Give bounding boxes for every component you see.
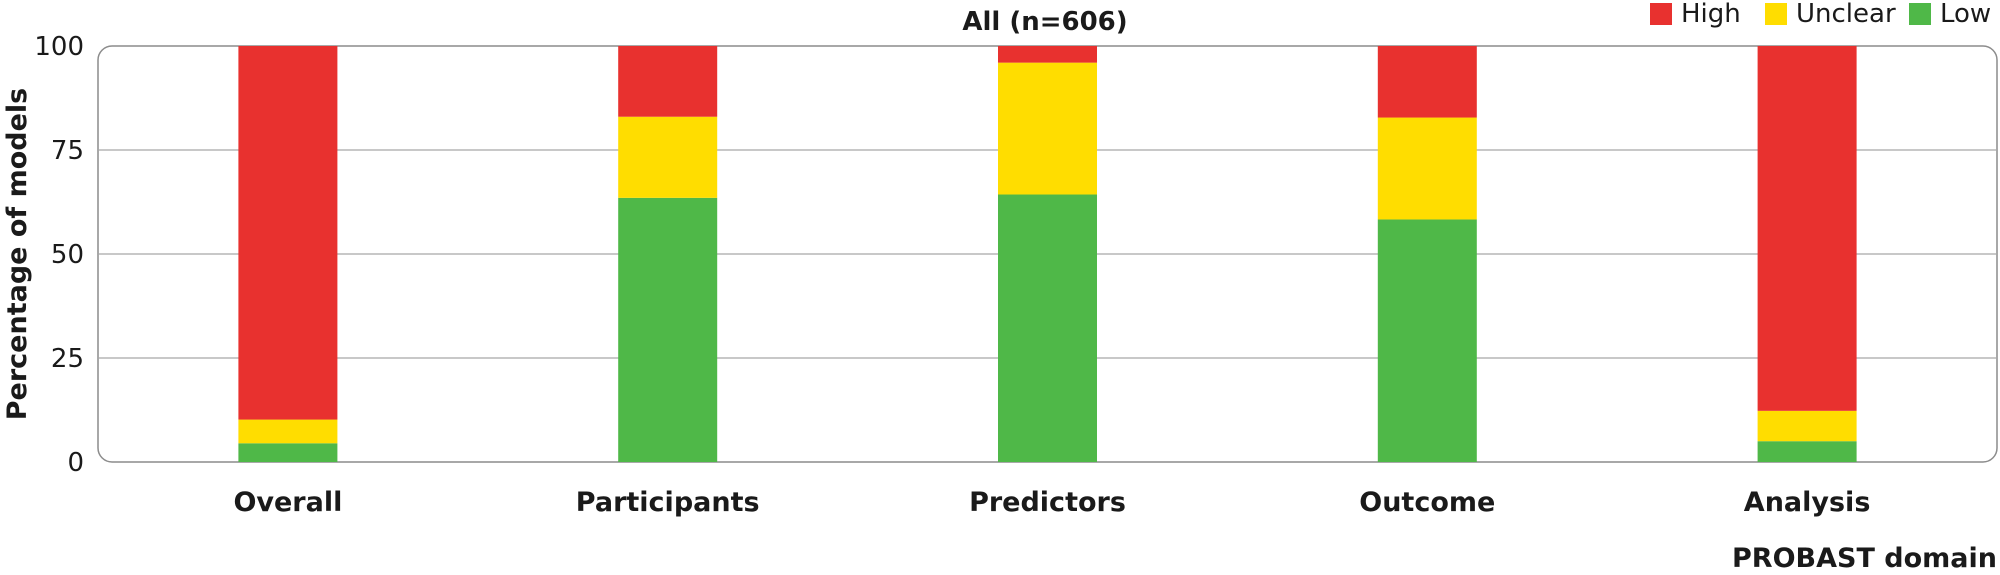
- bar-segment-high-predictors: [998, 46, 1097, 63]
- chart-title: All (n=606): [962, 7, 1127, 37]
- bar-segment-low-overall: [238, 443, 338, 462]
- bar-segment-low-predictors: [998, 194, 1097, 462]
- bar-segment-high-overall: [238, 46, 338, 420]
- category-labels: Overall Participants Predictors Outcome Anal…: [233, 487, 1870, 518]
- legend-swatch-low: [1909, 3, 1931, 25]
- category-label-predictors: Predictors: [969, 487, 1126, 518]
- y-tick-label: 25: [51, 344, 84, 374]
- bar-segment-unclear-participants: [618, 116, 718, 198]
- y-tick-labels: 0 25 50 75 100: [34, 32, 84, 478]
- legend-swatch-high: [1650, 3, 1672, 25]
- y-tick-label: 75: [51, 136, 84, 166]
- legend-swatch-unclear: [1765, 3, 1787, 25]
- bars: [238, 46, 1857, 462]
- category-label-outcome: Outcome: [1359, 487, 1495, 518]
- legend: High Unclear Low: [1650, 0, 1991, 29]
- bar-segment-unclear-predictors: [998, 62, 1097, 195]
- legend-label-high: High: [1681, 0, 1741, 29]
- bar-segment-low-participants: [618, 197, 718, 462]
- bar-segment-unclear-outcome: [1377, 117, 1477, 220]
- category-label-overall: Overall: [233, 487, 342, 518]
- bar-segment-unclear-overall: [238, 419, 338, 444]
- bar-segment-high-outcome: [1377, 46, 1477, 118]
- bar-segment-high-analysis: [1757, 46, 1857, 411]
- bar-segment-unclear-analysis: [1757, 410, 1857, 442]
- legend-label-low: Low: [1940, 0, 1991, 29]
- category-label-participants: Participants: [576, 487, 760, 518]
- category-label-analysis: Analysis: [1744, 487, 1871, 518]
- y-tick-label: 0: [67, 448, 84, 478]
- y-tick-label: 50: [51, 240, 84, 270]
- x-axis-title: PROBAST domain: [1732, 543, 1997, 574]
- bar-segment-high-participants: [618, 46, 718, 117]
- bar-segment-low-analysis: [1757, 441, 1857, 462]
- legend-label-unclear: Unclear: [1796, 0, 1896, 29]
- y-axis-title: Percentage of models: [2, 88, 33, 420]
- y-tick-label: 100: [34, 32, 84, 62]
- bar-segment-low-outcome: [1377, 219, 1477, 462]
